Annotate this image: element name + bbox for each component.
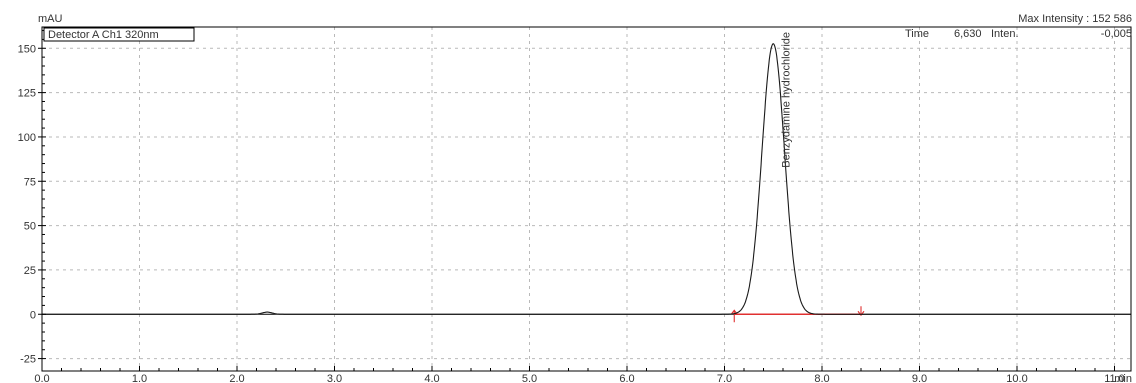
readout-time-value: 6,630 [954, 28, 982, 40]
x-tick-label: 5.0 [522, 373, 537, 383]
readout-inten-label: Inten. [991, 28, 1019, 40]
x-tick-label: 1.0 [132, 373, 147, 383]
detector-label-box [43, 27, 195, 42]
x-tick-label: 0.0 [34, 373, 49, 383]
y-unit-label: mAU [38, 13, 63, 25]
x-tick-label: 7.0 [717, 373, 732, 383]
x-tick-label: 4.0 [424, 373, 439, 383]
peak-start-marker [730, 309, 738, 323]
y-tick-label: 25 [24, 265, 36, 277]
ticks-layer [38, 30, 1115, 371]
detector-label: Detector A Ch1 320nm [48, 29, 159, 41]
readout-time-label: Time [905, 28, 929, 40]
grid-layer [42, 27, 1131, 371]
x-unit-label: min [1114, 373, 1132, 383]
plot-frame [41, 26, 1132, 372]
series-layer [42, 43, 1131, 315]
x-tick-label: 9.0 [912, 373, 927, 383]
readout-inten-value: -0,005 [1101, 28, 1132, 40]
y-tick-label: 100 [18, 132, 36, 144]
y-tick-label: 150 [18, 43, 36, 55]
y-tick-label: 75 [24, 176, 36, 188]
x-tick-label: 2.0 [229, 373, 244, 383]
x-tick-label: 6.0 [619, 373, 634, 383]
y-tick-label: 125 [18, 88, 36, 100]
peak-label: Benzydamine hydrochloride [780, 32, 792, 168]
x-tick-label: 3.0 [327, 373, 342, 383]
y-tick-label: -25 [20, 354, 36, 366]
x-tick-label: 11.0 [1104, 373, 1125, 383]
y-tick-label: 0 [30, 309, 36, 321]
max-intensity-label: Max Intensity : 152 586 [1018, 13, 1132, 25]
y-tick-label: 50 [24, 221, 36, 233]
x-tick-label: 8.0 [814, 373, 829, 383]
series-line [42, 43, 1131, 315]
x-tick-label: 10.0 [1006, 373, 1027, 383]
label-layer: 0.0 1.0 2.0 3.0 4.0 5.0 6.0 7.0 8.0 9.0 10.0 11.0mi… [18, 32, 1132, 383]
